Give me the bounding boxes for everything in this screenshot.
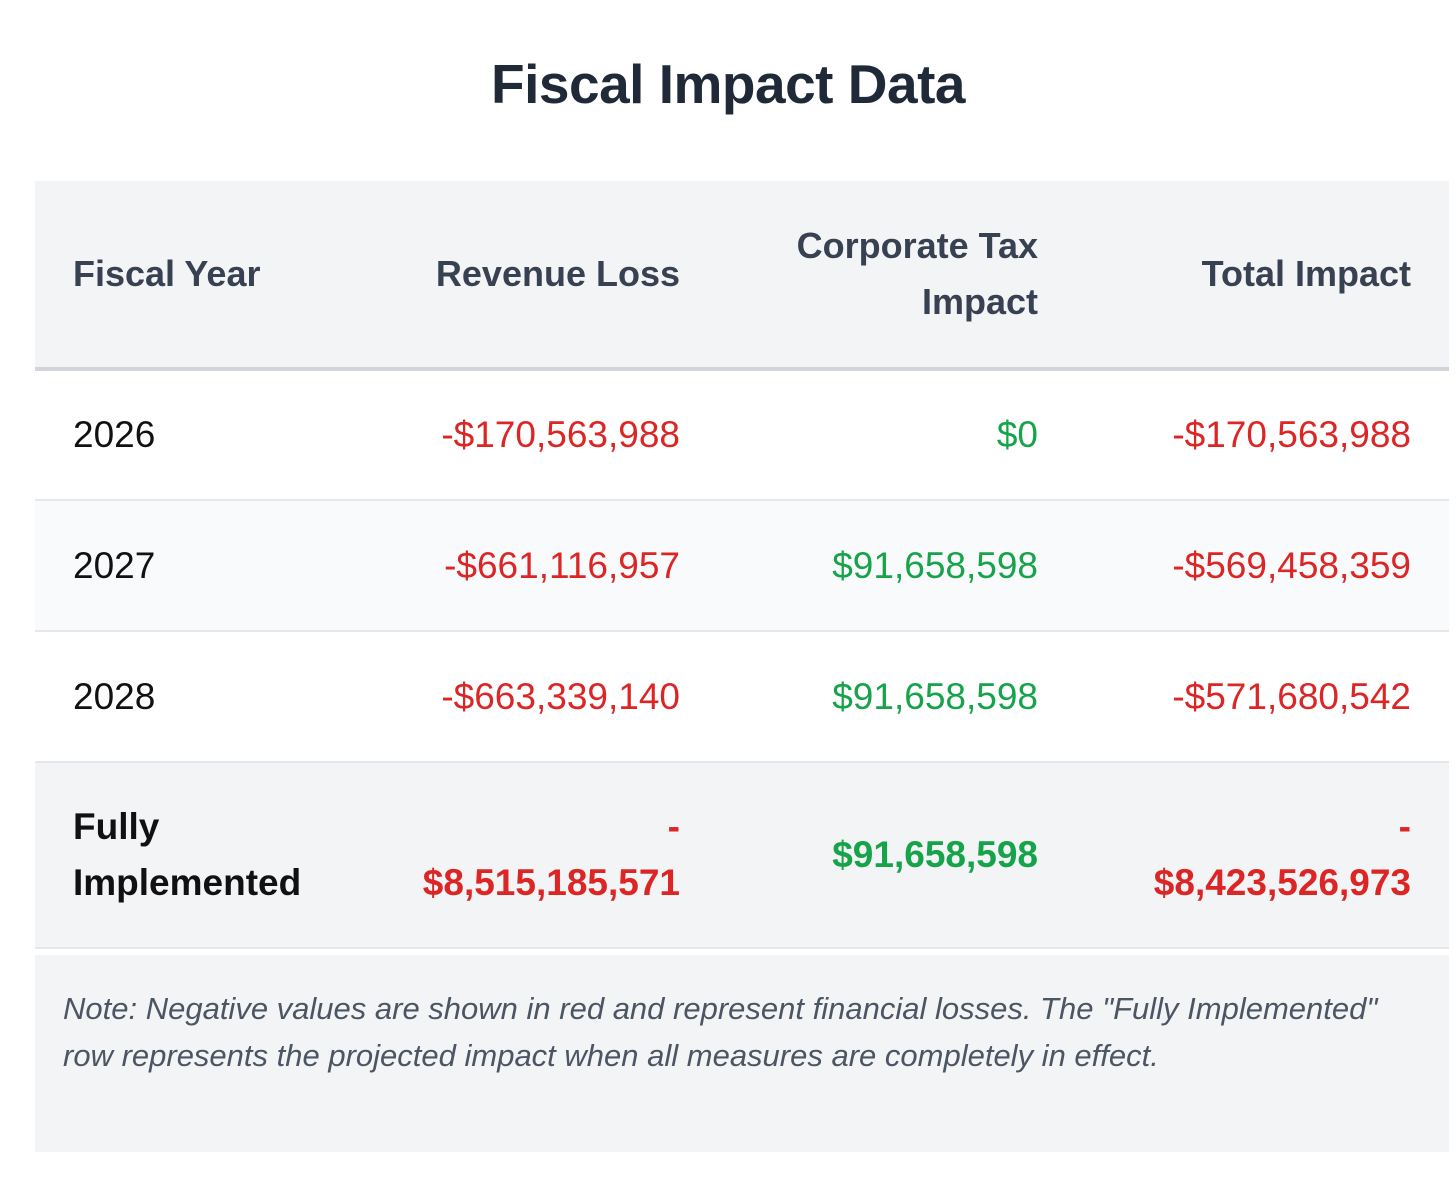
negative-sign: -	[667, 806, 680, 847]
total-revenue-loss-amount: $8,515,185,571	[422, 862, 680, 903]
cell-fiscal-year: 2026	[73, 414, 156, 455]
header-corporate-tax-impact: Corporate Tax Impact	[698, 181, 1076, 371]
table-header: Fiscal Year Revenue Loss Corporate Tax I…	[35, 181, 1449, 371]
table-row: 2026 -$170,563,988 $0 -$170,563,988	[35, 369, 1449, 500]
total-total-impact-amount: $8,423,526,973	[1153, 862, 1411, 903]
header-revenue-loss: Revenue Loss	[366, 181, 698, 371]
cell-corporate-tax-impact: $91,658,598	[832, 544, 1038, 586]
cell-total-impact: -$170,563,988	[1172, 414, 1411, 455]
header-corporate-tax-line2: Impact	[921, 281, 1038, 322]
cell-revenue-loss: -$170,563,988	[441, 414, 680, 455]
page-title: Fiscal Impact Data	[491, 53, 965, 115]
cell-corporate-tax-impact: $0	[996, 414, 1038, 455]
cell-total-total-impact: - $8,423,526,973	[1076, 762, 1449, 948]
header-corporate-tax-line1: Corporate Tax	[796, 225, 1038, 266]
fiscal-impact-table: Fiscal Year Revenue Loss Corporate Tax I…	[35, 181, 1449, 949]
cell-revenue-loss: -$661,116,957	[444, 544, 680, 586]
cell-total-revenue-loss: - $8,515,185,571	[366, 762, 698, 948]
table-row: 2027 -$661,116,957 $91,658,598 -$569,458…	[35, 500, 1449, 631]
total-row: Fully Implemented - $8,515,185,571 $91,6…	[35, 762, 1449, 948]
cell-total-label: Fully Implemented	[35, 762, 366, 948]
cell-total-impact: -$569,458,359	[1172, 544, 1411, 586]
negative-sign: -	[1398, 806, 1411, 847]
cell-total-impact: -$571,680,542	[1172, 675, 1411, 717]
cell-revenue-loss: -$663,339,140	[441, 675, 680, 717]
table-note: Note: Negative values are shown in red a…	[35, 955, 1449, 1152]
cell-fiscal-year: 2028	[73, 675, 156, 717]
table-row: 2028 -$663,339,140 $91,658,598 -$571,680…	[35, 631, 1449, 762]
cell-corporate-tax-impact: $91,658,598	[832, 675, 1038, 717]
cell-total-corporate-tax-impact: $91,658,598	[832, 834, 1038, 875]
header-total-impact: Total Impact	[1076, 181, 1449, 371]
header-fiscal-year: Fiscal Year	[35, 181, 366, 371]
total-label-line2: Implemented	[73, 862, 302, 903]
total-label-line1: Fully	[73, 806, 160, 847]
cell-fiscal-year: 2027	[73, 544, 156, 586]
